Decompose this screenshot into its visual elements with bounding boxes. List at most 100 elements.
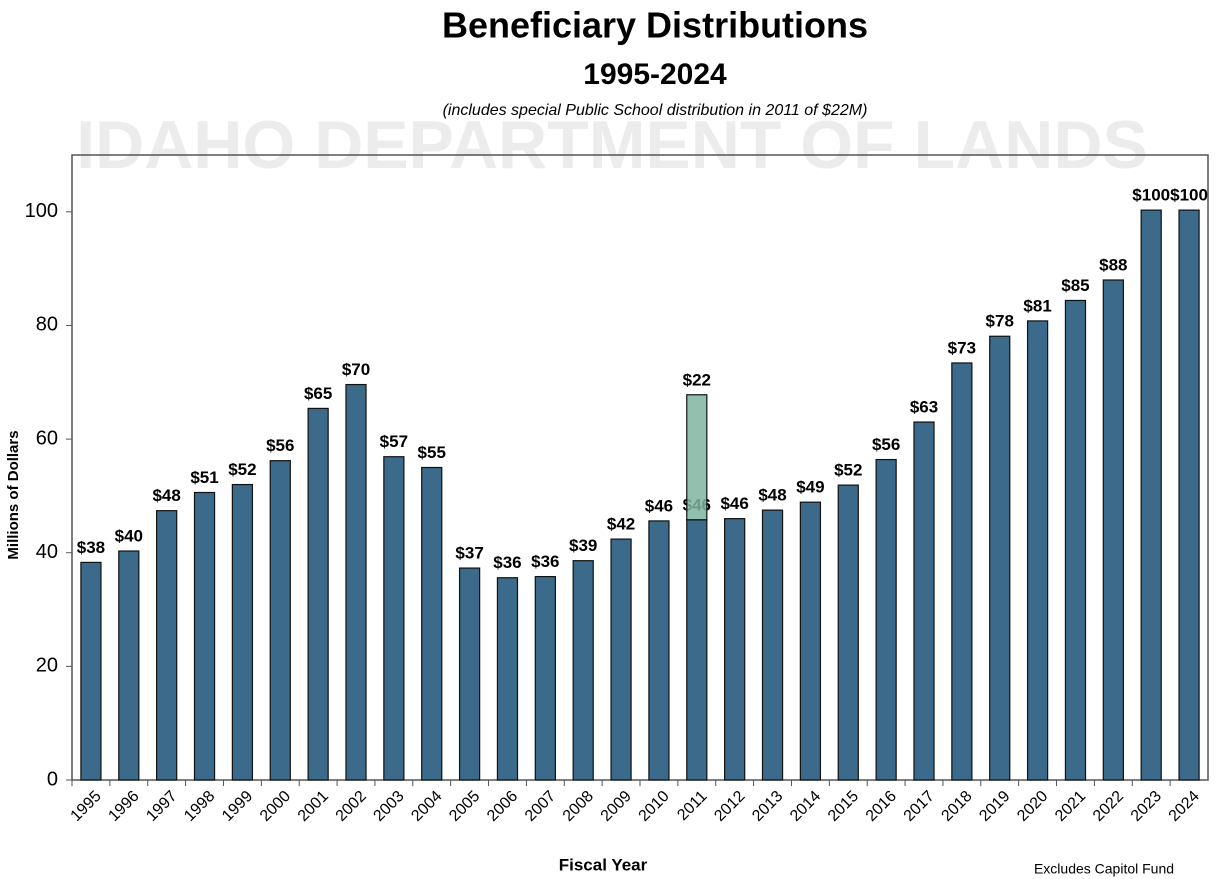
data-label: $88 xyxy=(1099,255,1127,274)
bar xyxy=(156,510,178,781)
chart-title: Beneficiary Distributions xyxy=(442,5,868,46)
data-label: $51 xyxy=(190,468,218,487)
x-tick-label: 2015 xyxy=(825,788,862,825)
data-label: $56 xyxy=(266,436,294,455)
x-tick-label: 2023 xyxy=(1128,788,1165,825)
data-label: $57 xyxy=(380,432,408,451)
bar xyxy=(686,519,708,781)
bar xyxy=(799,501,822,781)
x-tick-label: 2014 xyxy=(787,788,824,825)
bar xyxy=(1064,299,1087,781)
bar xyxy=(80,561,102,781)
x-tick-label: 1999 xyxy=(219,788,256,825)
bar xyxy=(951,362,973,781)
data-label: $52 xyxy=(834,461,862,480)
bar xyxy=(686,394,708,521)
data-label: $22 xyxy=(683,370,711,389)
data-label: $55 xyxy=(418,443,446,462)
watermark: IDAHO DEPARTMENT OF LANDS xyxy=(76,107,1148,183)
bar xyxy=(1026,320,1049,781)
data-label: $49 xyxy=(796,478,824,497)
data-label: $48 xyxy=(152,486,180,505)
data-label: $100 xyxy=(1170,186,1208,205)
footnote: Excludes Capitol Fund xyxy=(1034,861,1174,877)
data-label: $36 xyxy=(493,553,521,572)
data-label: $56 xyxy=(872,435,900,454)
bar xyxy=(193,491,216,781)
data-label: $81 xyxy=(1023,296,1051,315)
bar xyxy=(1178,209,1200,781)
bar xyxy=(837,484,859,781)
x-tick-label: 2004 xyxy=(408,788,445,825)
bar xyxy=(458,567,481,781)
data-label: $70 xyxy=(342,360,370,379)
data-label: $37 xyxy=(455,544,483,563)
bar xyxy=(875,458,897,781)
data-label: $63 xyxy=(910,398,938,417)
x-tick-label: 1995 xyxy=(68,788,105,825)
bar xyxy=(496,577,519,781)
bar xyxy=(307,407,329,781)
bar xyxy=(345,383,367,781)
x-tick-label: 2013 xyxy=(749,788,786,825)
data-label: $40 xyxy=(115,527,143,546)
x-tick-label: 2018 xyxy=(938,788,975,825)
x-tick-label: 2000 xyxy=(257,788,294,825)
bar xyxy=(421,466,443,781)
bar xyxy=(269,460,291,781)
x-tick-label: 2009 xyxy=(598,788,635,825)
x-tick-label: 2007 xyxy=(522,788,559,825)
x-tick-label: 2017 xyxy=(901,788,938,825)
data-label: $85 xyxy=(1061,276,1089,295)
bar xyxy=(383,456,405,781)
data-label: $42 xyxy=(607,515,635,534)
chart-subtitle: 1995-2024 xyxy=(583,58,727,91)
x-tick-label: 2024 xyxy=(1166,788,1203,825)
x-tick-label: 2002 xyxy=(333,788,370,825)
bar xyxy=(534,575,556,781)
data-label: $46 xyxy=(645,496,673,515)
bar xyxy=(913,421,935,781)
x-tick-label: 2011 xyxy=(674,788,710,824)
bar xyxy=(610,538,632,781)
y-tick-label: 40 xyxy=(36,541,58,563)
x-tick-label: 2022 xyxy=(1090,788,1127,825)
x-tick-label: 2005 xyxy=(446,788,483,825)
x-tick-label: 1996 xyxy=(105,788,142,825)
y-tick-label: 100 xyxy=(25,200,58,222)
data-label: $78 xyxy=(986,312,1014,331)
x-tick-label: 1998 xyxy=(181,788,218,825)
bar xyxy=(1140,209,1162,781)
y-tick-label: 20 xyxy=(36,655,58,677)
x-tick-label: 2003 xyxy=(370,788,407,825)
x-tick-label: 2006 xyxy=(484,788,521,825)
x-tick-label: 2019 xyxy=(976,788,1013,825)
x-tick-label: 2020 xyxy=(1014,788,1051,825)
y-tick-label: 0 xyxy=(47,768,58,790)
y-tick-label: 60 xyxy=(36,427,58,449)
data-label: $48 xyxy=(758,486,786,505)
bar xyxy=(1102,279,1124,781)
data-label: $52 xyxy=(228,460,256,479)
data-label: $38 xyxy=(77,538,105,557)
bar xyxy=(724,518,746,781)
data-label: $100 xyxy=(1132,186,1170,205)
data-label: $36 xyxy=(531,552,559,571)
data-label: $73 xyxy=(948,338,976,357)
x-tick-label: 1997 xyxy=(143,788,180,825)
bar xyxy=(648,520,670,781)
bar xyxy=(989,335,1011,781)
y-tick-label: 80 xyxy=(36,314,58,336)
bar xyxy=(231,483,254,781)
bar xyxy=(118,550,140,781)
x-axis-label: Fiscal Year xyxy=(559,855,648,874)
data-label: $39 xyxy=(569,536,597,555)
y-axis-label: Millions of Dollars xyxy=(5,430,22,559)
x-tick-label: 2010 xyxy=(636,788,673,825)
x-tick-label: 2001 xyxy=(295,788,332,825)
data-label: $46 xyxy=(720,494,748,513)
bar xyxy=(761,509,784,781)
x-tick-label: 2016 xyxy=(863,788,900,825)
x-tick-label: 2021 xyxy=(1052,788,1089,825)
